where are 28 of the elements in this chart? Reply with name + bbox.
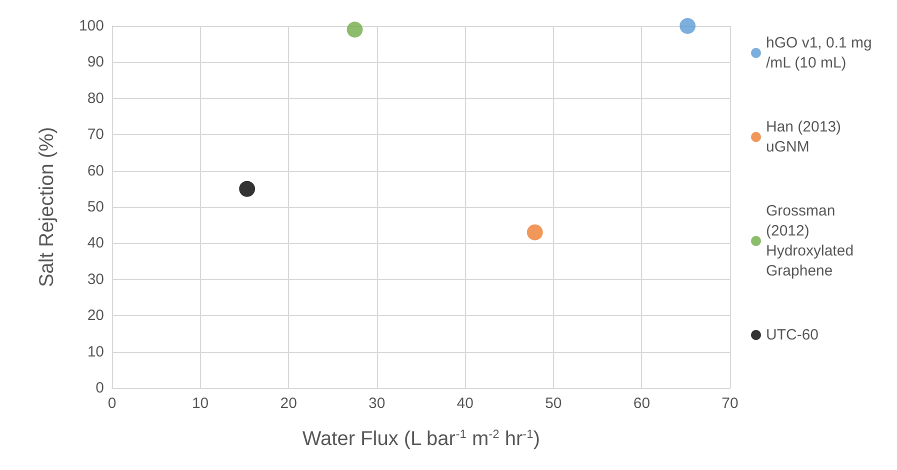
- y-tick-label: 60: [87, 162, 104, 180]
- y-axis-title: Salt Rejection (%): [36, 126, 58, 288]
- y-tick-label: 10: [87, 343, 104, 360]
- y-tick-label: 0: [96, 380, 104, 396]
- y-tick-label: 70: [87, 126, 104, 144]
- y-tick-label: 80: [87, 90, 104, 107]
- y-tick-label: 90: [87, 54, 104, 71]
- point: [526, 224, 543, 240]
- x-tick-label: 20: [280, 395, 297, 412]
- y-tick-label: 30: [87, 270, 104, 288]
- x-tick-label: 60: [633, 395, 650, 412]
- x-tick-label: 40: [456, 395, 474, 412]
- point: [239, 180, 256, 197]
- legend-label: UTC-60: [766, 326, 819, 344]
- x-tick-label: 70: [722, 395, 738, 412]
- y-tick-label: 100: [78, 18, 104, 34]
- point: [346, 22, 363, 38]
- x-tick-label: 30: [368, 395, 386, 412]
- y-tick-label: 40: [87, 234, 104, 252]
- legend-label: hGO v1, 0.1 mg/mL (10 mL): [766, 34, 872, 72]
- point: [680, 18, 696, 34]
- x-tick-label: 10: [192, 395, 209, 412]
- y-tick-label: 50: [87, 198, 104, 216]
- y-tick-label: 20: [87, 307, 104, 324]
- x-tick-label: 0: [108, 395, 116, 412]
- legend-label: Grossman (2012) Hydroxylated Graphene: [766, 202, 858, 280]
- legend-label: Han (2013) uGNM: [766, 118, 846, 156]
- x-tick-label: 50: [545, 395, 562, 412]
